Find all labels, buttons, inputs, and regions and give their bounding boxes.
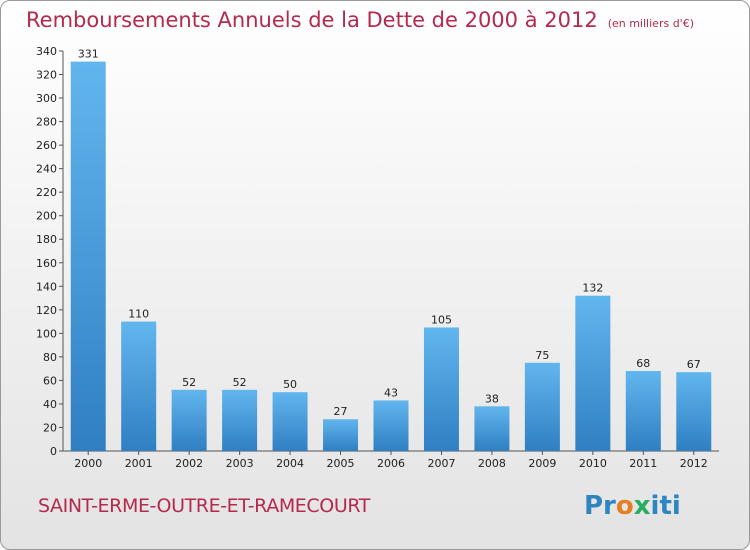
bar-2003 xyxy=(222,389,258,451)
bar-2008 xyxy=(474,406,510,451)
bars: 331 110 52 52 50 27 43 105 38 75 132 68 67 xyxy=(70,48,712,452)
data-label: 331 xyxy=(78,48,99,61)
x-tick-label: 2009 xyxy=(528,457,556,470)
y-tick-label: 60 xyxy=(43,374,57,387)
bar-2006 xyxy=(373,400,409,451)
y-tick-label: 200 xyxy=(36,210,57,223)
y-tick-label: 300 xyxy=(36,92,57,105)
data-label: 43 xyxy=(384,386,398,399)
y-tick-label: 180 xyxy=(36,233,57,246)
data-label: 132 xyxy=(582,282,603,295)
y-tick-label: 320 xyxy=(36,69,57,82)
y-tick-label: 80 xyxy=(43,351,57,364)
data-label: 105 xyxy=(431,313,452,326)
data-label: 50 xyxy=(283,378,297,391)
y-tick-label: 280 xyxy=(36,116,57,129)
y-tick-label: 160 xyxy=(36,257,57,270)
data-label: 75 xyxy=(535,349,549,362)
x-tick-label: 2004 xyxy=(276,457,304,470)
title-text: Remboursements Annuels de la Dette de 20… xyxy=(26,8,598,32)
x-tick-label: 2001 xyxy=(125,457,153,470)
x-tick-label: 2007 xyxy=(427,457,455,470)
y-tick-label: 140 xyxy=(36,280,57,293)
bar-2011 xyxy=(625,371,661,451)
y-tick-label: 240 xyxy=(36,163,57,176)
data-label: 52 xyxy=(182,376,196,389)
y-tick-label: 0 xyxy=(50,445,57,458)
x-tick-label: 2003 xyxy=(226,457,254,470)
bar-2005 xyxy=(323,419,359,451)
commune-name: SAINT-ERME-OUTRE-ET-RAMECOURT xyxy=(38,495,370,517)
proxiti-logo: Proxiti xyxy=(584,491,681,521)
bar-2012 xyxy=(676,372,712,451)
y-tick-label: 20 xyxy=(43,421,57,434)
x-tick-label: 2005 xyxy=(327,457,355,470)
bar-2007 xyxy=(423,327,459,451)
data-label: 68 xyxy=(636,357,650,370)
bar-2010 xyxy=(575,295,611,451)
bar-2000 xyxy=(70,61,106,452)
x-tick-label: 2000 xyxy=(74,457,102,470)
unit-label: (en milliers d'€) xyxy=(607,17,694,30)
bar-2001 xyxy=(121,321,157,451)
y-tick-label: 260 xyxy=(36,139,57,152)
data-label: 110 xyxy=(128,308,149,321)
x-tick-label: 2010 xyxy=(579,457,607,470)
bar-2004 xyxy=(272,392,308,451)
data-label: 67 xyxy=(687,358,701,371)
data-label: 52 xyxy=(233,376,247,389)
x-tick-label: 2011 xyxy=(629,457,657,470)
bar-2009 xyxy=(524,362,560,451)
chart-title: Remboursements Annuels de la Dette de 20… xyxy=(26,8,694,32)
axes: 0 20 40 60 80 100 120 140 160 180 200 220 240 260 280 3… xyxy=(36,45,719,470)
x-tick-label: 2008 xyxy=(478,457,506,470)
y-tick-label: 120 xyxy=(36,304,57,317)
data-label: 27 xyxy=(334,405,348,418)
y-tick-label: 40 xyxy=(43,398,57,411)
x-tick-label: 2002 xyxy=(175,457,203,470)
x-tick-label: 2012 xyxy=(680,457,708,470)
y-tick-label: 100 xyxy=(36,327,57,340)
y-tick-label: 220 xyxy=(36,186,57,199)
x-tick-label: 2006 xyxy=(377,457,405,470)
data-label: 38 xyxy=(485,392,499,405)
y-tick-label: 340 xyxy=(36,45,57,58)
bar-2002 xyxy=(171,389,207,451)
